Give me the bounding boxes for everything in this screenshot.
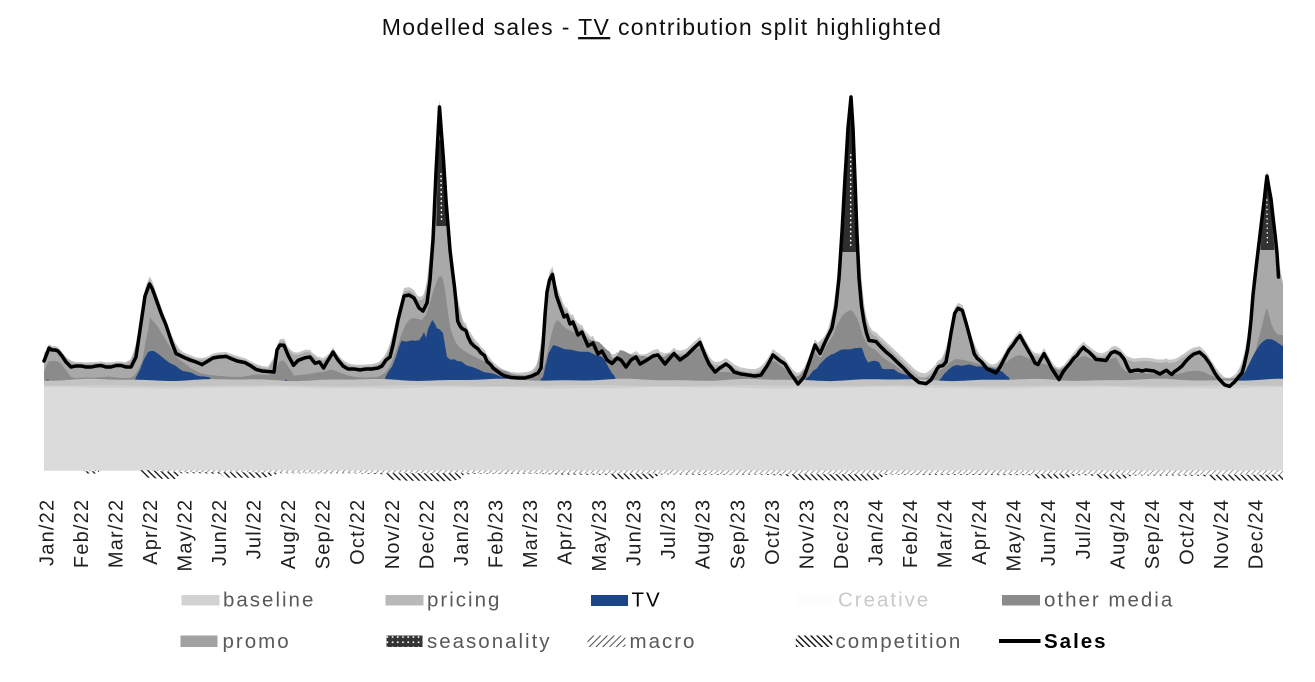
svg-text:Sales: Sales — [1044, 630, 1108, 653]
svg-text:Creative: Creative — [838, 589, 930, 612]
svg-text:TV: TV — [632, 589, 662, 612]
svg-text:May/22: May/22 — [175, 499, 197, 572]
svg-text:Modelled sales - TV contributi: Modelled sales - TV contribution split h… — [382, 14, 943, 40]
svg-text:Feb/22: Feb/22 — [71, 499, 93, 568]
svg-text:Dec/24: Dec/24 — [1246, 499, 1268, 570]
svg-text:Sep/24: Sep/24 — [1142, 499, 1164, 570]
svg-text:Aug/22: Aug/22 — [278, 499, 300, 570]
svg-text:Jul/22: Jul/22 — [244, 499, 266, 560]
svg-text:Jul/24: Jul/24 — [1073, 499, 1095, 560]
svg-text:Jun/22: Jun/22 — [209, 499, 231, 566]
svg-text:baseline: baseline — [223, 589, 315, 612]
svg-text:Jun/24: Jun/24 — [1038, 499, 1060, 566]
svg-text:Feb/23: Feb/23 — [485, 499, 507, 568]
svg-text:macro: macro — [630, 630, 697, 653]
svg-text:promo: promo — [223, 630, 291, 653]
svg-text:Nov/24: Nov/24 — [1211, 499, 1233, 570]
svg-text:Mar/22: Mar/22 — [105, 499, 127, 568]
svg-text:Apr/24: Apr/24 — [969, 499, 991, 565]
svg-text:Mar/24: Mar/24 — [935, 499, 957, 568]
svg-text:seasonality: seasonality — [427, 630, 552, 653]
svg-text:Jul/23: Jul/23 — [658, 499, 680, 560]
svg-text:Oct/23: Oct/23 — [762, 499, 784, 565]
svg-text:Feb/24: Feb/24 — [900, 499, 922, 568]
svg-text:Jan/24: Jan/24 — [866, 499, 888, 566]
svg-text:Apr/23: Apr/23 — [555, 499, 577, 565]
svg-text:May/23: May/23 — [589, 499, 611, 572]
svg-text:Sep/23: Sep/23 — [727, 499, 749, 570]
svg-text:Oct/24: Oct/24 — [1176, 499, 1198, 565]
svg-text:Jun/23: Jun/23 — [624, 499, 646, 566]
svg-text:Jan/23: Jan/23 — [451, 499, 473, 566]
svg-text:Oct/22: Oct/22 — [347, 499, 369, 565]
svg-text:Aug/23: Aug/23 — [693, 499, 715, 570]
svg-text:competition: competition — [836, 630, 963, 653]
svg-text:May/24: May/24 — [1004, 499, 1026, 572]
svg-text:Sep/22: Sep/22 — [313, 499, 335, 570]
svg-text:Aug/24: Aug/24 — [1107, 499, 1129, 570]
svg-text:Nov/22: Nov/22 — [382, 499, 404, 570]
svg-text:Dec/23: Dec/23 — [831, 499, 853, 570]
svg-text:Mar/23: Mar/23 — [520, 499, 542, 568]
svg-text:Dec/22: Dec/22 — [416, 499, 438, 570]
svg-text:other media: other media — [1044, 589, 1174, 612]
svg-text:Jan/22: Jan/22 — [36, 499, 58, 566]
svg-text:pricing: pricing — [427, 589, 501, 612]
svg-text:Nov/23: Nov/23 — [796, 499, 818, 570]
svg-text:Apr/22: Apr/22 — [140, 499, 162, 565]
